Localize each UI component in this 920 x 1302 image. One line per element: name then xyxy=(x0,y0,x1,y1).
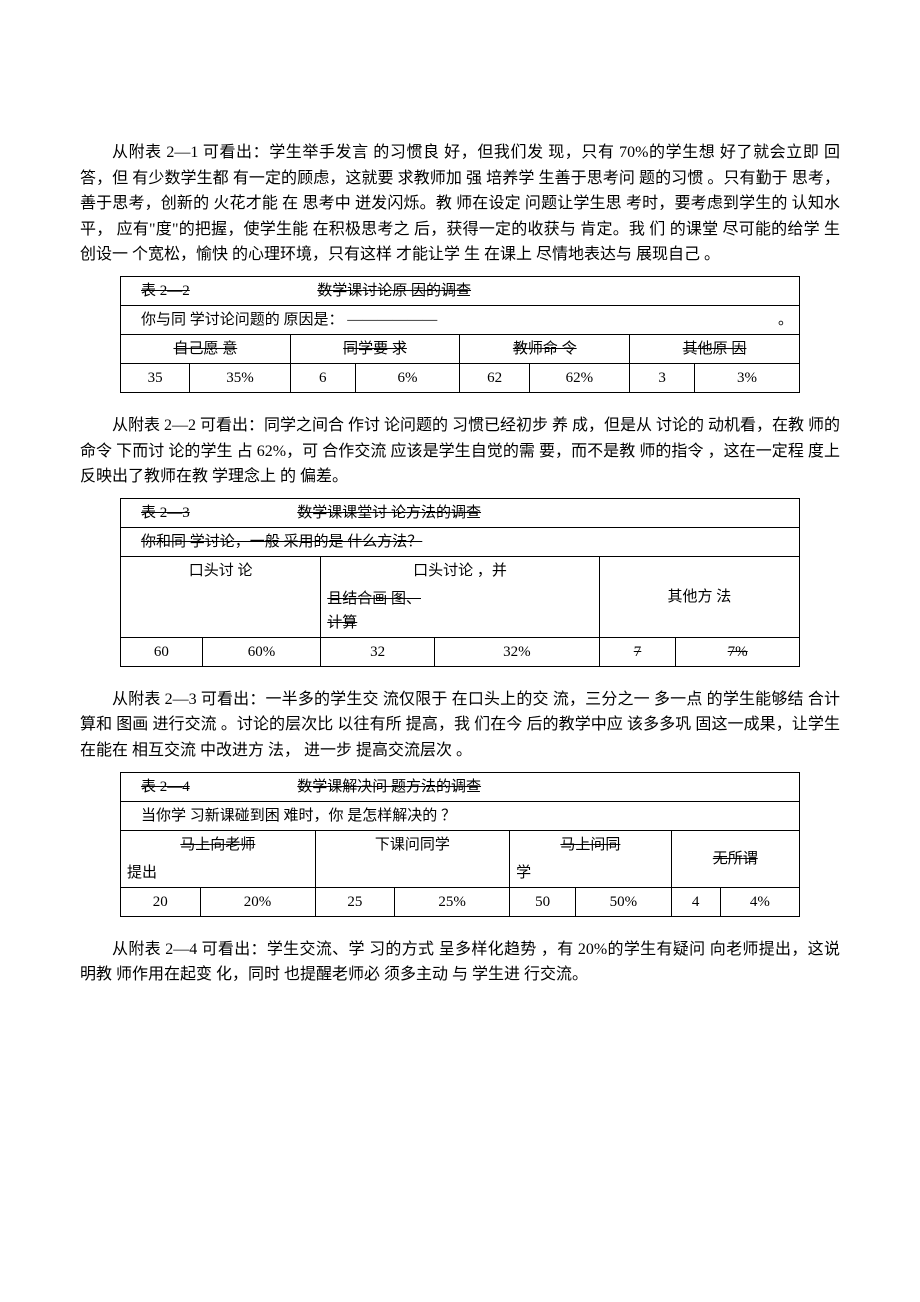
table-2-2-title-row: 表 2—2 数学课讨论原 因的调查 xyxy=(121,276,800,305)
table-2-2-p4: 3% xyxy=(695,363,800,392)
table-2-2-period: 。 xyxy=(778,308,793,332)
table-2-2-question: 你与同 学讨论问题的 原因是： xyxy=(141,312,344,328)
table-2-3-c2: 32 xyxy=(321,637,435,666)
table-2-2-p2: 6% xyxy=(355,363,460,392)
table-2-3-h2a: 口头讨论 ，并 xyxy=(413,563,507,579)
table-2-2: 表 2—2 数学课讨论原 因的调查 你与同 学讨论问题的 原因是： ——————… xyxy=(120,276,800,393)
table-2-4-grid: 表 2—4 数学课解决问 题方法的调查 当你学 习新课碰到困 难时，你 是怎样解… xyxy=(120,772,800,917)
table-2-4-h4: 无所谓 xyxy=(713,851,758,867)
table-2-2-p3: 62% xyxy=(529,363,629,392)
table-2-2-c2: 6 xyxy=(290,363,355,392)
table-2-4-header-row: 马上向老师 下课问同学 马上问同 无所谓 xyxy=(121,830,800,859)
table-2-3-data-row: 60 60% 32 32% 7 7% xyxy=(121,637,800,666)
table-2-4-h1b: 提出 xyxy=(127,865,157,881)
table-2-4-h3b: 学 xyxy=(516,865,531,881)
table-2-4-p2: 25% xyxy=(395,887,510,916)
table-2-4-p4: 4% xyxy=(720,887,799,916)
table-2-3-p1: 60% xyxy=(202,637,320,666)
table-2-3-h2c: 计算 xyxy=(327,615,357,631)
table-2-2-data-row: 35 35% 6 6% 62 62% 3 3% xyxy=(121,363,800,392)
table-2-4-h3: 马上问同 xyxy=(560,837,620,853)
paragraph-3: 从附表 2—3 可看出：一半多的学生交 流仅限于 在口头上的交 流，三分之一 多… xyxy=(80,687,840,764)
table-2-3-c3: 7 xyxy=(634,644,642,660)
paragraph-2: 从附表 2—2 可看出：同学之间合 作讨 论问题的 习惯已经初步 养 成，但是从… xyxy=(80,413,840,490)
table-2-4-c4: 4 xyxy=(671,887,720,916)
table-2-3-label: 表 2—3 xyxy=(141,505,190,521)
table-2-2-h3: 教师命 令 xyxy=(513,341,577,357)
table-2-4-data-row: 20 20% 25 25% 50 50% 4 4% xyxy=(121,887,800,916)
table-2-2-blank: —————— xyxy=(347,312,437,328)
table-2-3-title-row: 表 2—3 数学课课堂讨 论方法的调查 xyxy=(121,498,800,527)
table-2-3-grid: 表 2—3 数学课课堂讨 论方法的调查 你和同 学讨论，一般 采用的是 什么方法… xyxy=(120,498,800,667)
table-2-4-label: 表 2—4 xyxy=(141,779,190,795)
table-2-3-question-row: 你和同 学讨论，一般 采用的是 什么方法？ xyxy=(121,527,800,556)
table-2-2-h2: 同学要 求 xyxy=(343,341,407,357)
table-2-2-title: 数学课讨论原 因的调查 xyxy=(317,283,471,299)
table-2-2-grid: 表 2—2 数学课讨论原 因的调查 你与同 学讨论问题的 原因是： ——————… xyxy=(120,276,800,393)
table-2-2-c4: 3 xyxy=(630,363,695,392)
table-2-3-h1: 口头讨 论 xyxy=(189,563,253,579)
table-2-4-title-row: 表 2—4 数学课解决问 题方法的调查 xyxy=(121,772,800,801)
table-2-4-title: 数学课解决问 题方法的调查 xyxy=(297,779,481,795)
paragraph-4: 从附表 2—4 可看出：学生交流、学 习的方式 呈多样化趋势 ，有 20%的学生… xyxy=(80,937,840,988)
table-2-3-h3: 其他方 法 xyxy=(667,589,731,605)
table-2-2-p1: 35% xyxy=(190,363,290,392)
table-2-2-label: 表 2—2 xyxy=(141,283,190,299)
table-2-4-question: 当你学 习新课碰到困 难时，你 是怎样解决的 ？ xyxy=(141,808,456,824)
table-2-4: 表 2—4 数学课解决问 题方法的调查 当你学 习新课碰到困 难时，你 是怎样解… xyxy=(120,772,800,917)
table-2-4-c2: 25 xyxy=(315,887,395,916)
table-2-2-c3: 62 xyxy=(460,363,529,392)
table-2-2-h4: 其他原 因 xyxy=(683,341,747,357)
table-2-3-p3: 7% xyxy=(728,644,748,660)
table-2-4-p3: 50% xyxy=(576,887,671,916)
table-2-4-p1: 20% xyxy=(200,887,315,916)
table-2-2-question-row: 你与同 学讨论问题的 原因是： —————— 。 xyxy=(121,305,800,334)
table-2-3-h2b: 且结合画 图、 xyxy=(327,591,421,607)
table-2-2-h1: 自己愿 意 xyxy=(173,341,237,357)
table-2-4-h1: 马上向老师 xyxy=(180,837,255,853)
table-2-3-header-row: 口头讨 论 口头讨论 ，并 其他方 法 xyxy=(121,556,800,585)
table-2-3-title: 数学课课堂讨 论方法的调查 xyxy=(297,505,481,521)
document-page: 从附表 2—1 可看出：学生举手发言 的习惯良 好，但我们发 现，只有 70%的… xyxy=(0,0,920,1076)
table-2-3-question: 你和同 学讨论，一般 采用的是 什么方法？ xyxy=(141,534,422,550)
table-2-4-c1: 20 xyxy=(121,887,201,916)
paragraph-1: 从附表 2—1 可看出：学生举手发言 的习惯良 好，但我们发 现，只有 70%的… xyxy=(80,140,840,268)
table-2-4-c3: 50 xyxy=(510,887,576,916)
table-2-3-c1: 60 xyxy=(121,637,203,666)
table-2-2-header-row: 自己愿 意 同学要 求 教师命 令 其他原 因 xyxy=(121,334,800,363)
table-2-3-p2: 32% xyxy=(435,637,600,666)
table-2-2-c1: 35 xyxy=(121,363,190,392)
table-2-4-question-row: 当你学 习新课碰到困 难时，你 是怎样解决的 ？ xyxy=(121,801,800,830)
table-2-3: 表 2—3 数学课课堂讨 论方法的调查 你和同 学讨论，一般 采用的是 什么方法… xyxy=(120,498,800,667)
table-2-4-h2: 下课问同学 xyxy=(375,837,450,853)
